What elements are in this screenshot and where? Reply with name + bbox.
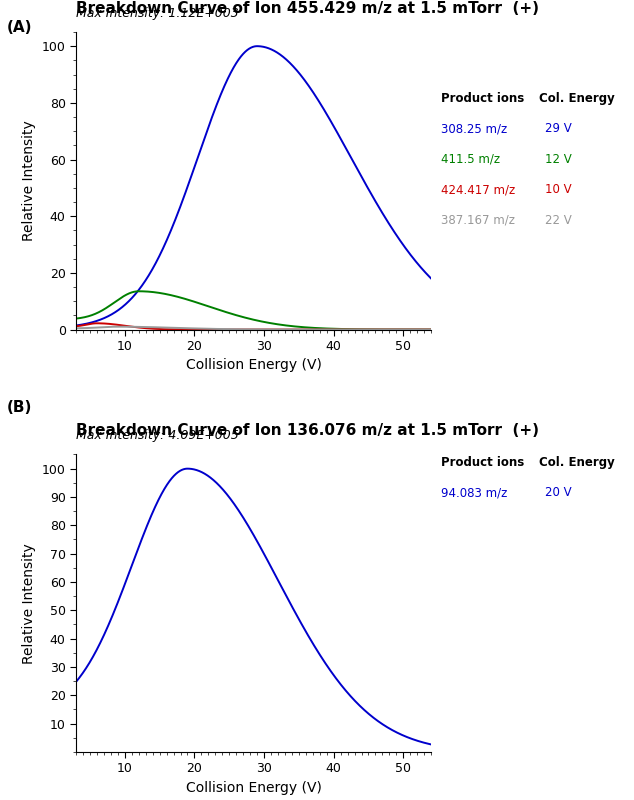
Text: 94.083 m/z: 94.083 m/z: [441, 486, 507, 499]
Y-axis label: Relative Intensity: Relative Intensity: [22, 120, 36, 241]
Text: Product ions: Product ions: [441, 92, 524, 105]
Y-axis label: Relative Intensity: Relative Intensity: [22, 543, 36, 664]
Text: (B): (B): [6, 400, 32, 415]
X-axis label: Collision Energy (V): Collision Energy (V): [186, 358, 321, 373]
Text: Breakdown Curve of Ion 455.429 m/z at 1.5 mTorr  (+): Breakdown Curve of Ion 455.429 m/z at 1.…: [76, 1, 539, 15]
Text: 29 V: 29 V: [545, 122, 572, 135]
Text: (A): (A): [6, 20, 32, 35]
Text: 424.417 m/z: 424.417 m/z: [441, 183, 515, 196]
Text: 387.167 m/z: 387.167 m/z: [441, 214, 515, 226]
Text: 22 V: 22 V: [545, 214, 572, 226]
Text: Max Intensity: 4.09E+005: Max Intensity: 4.09E+005: [76, 429, 239, 442]
Text: Breakdown Curve of Ion 136.076 m/z at 1.5 mTorr  (+): Breakdown Curve of Ion 136.076 m/z at 1.…: [76, 423, 539, 438]
Text: 411.5 m/z: 411.5 m/z: [441, 153, 500, 166]
Text: Col. Energy: Col. Energy: [539, 456, 614, 469]
Text: Max Intensity: 1.12E+003: Max Intensity: 1.12E+003: [76, 6, 239, 20]
X-axis label: Collision Energy (V): Collision Energy (V): [186, 781, 321, 795]
Text: 308.25 m/z: 308.25 m/z: [441, 122, 507, 135]
Text: 10 V: 10 V: [545, 183, 572, 196]
Text: Product ions: Product ions: [441, 456, 524, 469]
Text: Col. Energy: Col. Energy: [539, 92, 614, 105]
Text: 12 V: 12 V: [545, 153, 572, 166]
Text: 20 V: 20 V: [545, 486, 572, 499]
